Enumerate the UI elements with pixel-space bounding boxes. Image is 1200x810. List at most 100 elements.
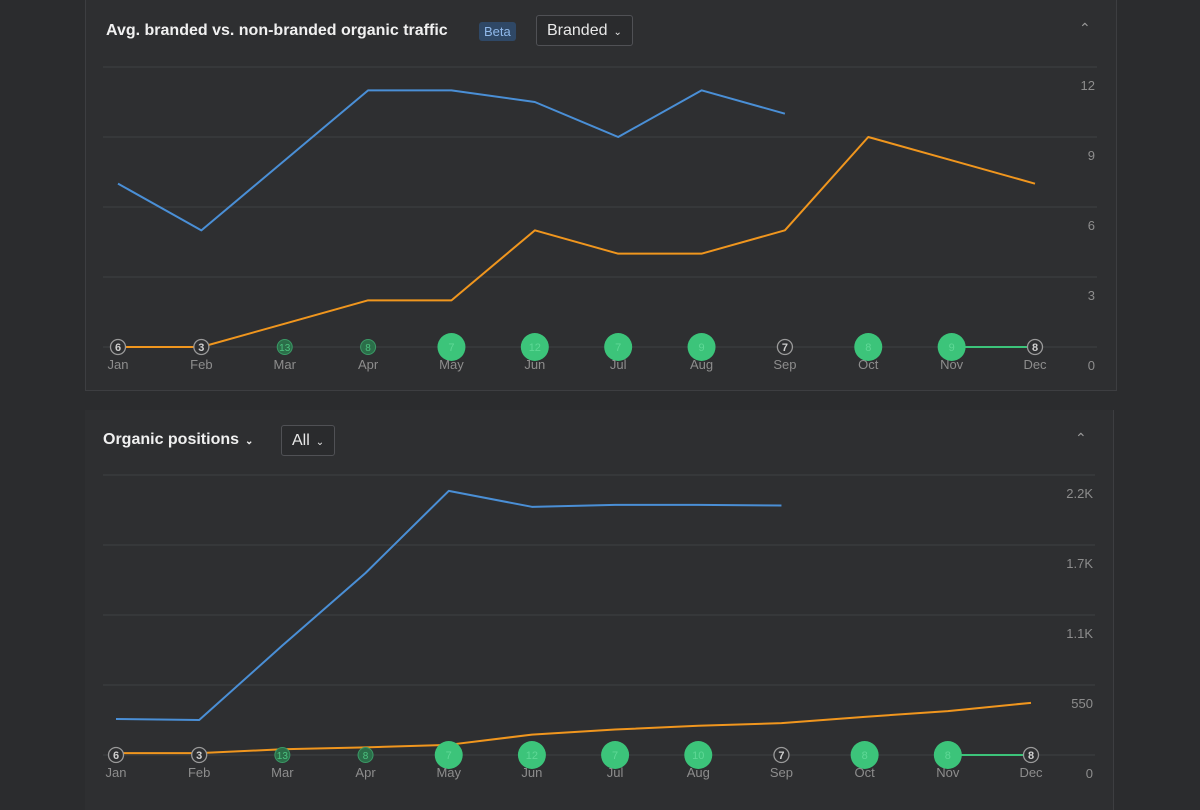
panel-title: Avg. branded vs. non-branded organic tra… [106,22,448,39]
annotation-marker [1026,338,1044,356]
annotation-count: 8 [945,750,951,762]
x-tick-label: Dec [1019,765,1043,780]
annotation-marker [107,746,125,764]
annotation-marker [434,741,463,769]
x-tick-label: Aug [687,765,710,780]
annotation-marker [850,741,879,769]
y-tick-label: 1.1K [1066,626,1093,641]
x-tick-label: Nov [936,765,960,780]
annotation-count: 10 [692,750,704,762]
series-line-top-positions [115,489,782,721]
panel-title: Organic positions [103,431,240,448]
y-tick-label: 3 [1088,288,1095,303]
x-tick-label: Jan [106,765,127,780]
y-tick-label: 2.2K [1066,486,1093,501]
x-tick-label: Nov [940,357,964,372]
annotation-count: 9 [698,342,704,354]
chevron-down-icon: ⌄ [315,437,325,448]
annotation-count: 6 [115,342,121,354]
annotation-count: 3 [198,342,204,354]
y-tick-label: 9 [1088,148,1095,163]
chevron-down-icon: ⌄ [613,27,622,38]
annotation-marker [854,333,883,361]
organic-positions-menu[interactable]: Organic positions ⌄ [103,431,253,449]
annotation-count: 7 [615,342,621,354]
annotation-marker [276,339,293,355]
annotation-count: 8 [363,751,369,762]
annotation-count: 12 [529,342,541,354]
annotation-count: 13 [279,343,291,354]
x-tick-label: Feb [188,765,210,780]
y-tick-label: 6 [1088,218,1095,233]
annotation-marker [193,338,210,356]
annotation-marker [687,333,716,361]
annotation-marker [601,741,630,769]
chevron-up-icon[interactable]: ⌃ [1079,20,1091,36]
y-tick-label: 1.7K [1066,556,1093,571]
annotation-count: 12 [526,750,538,762]
annotation-marker [684,741,713,769]
annotation-marker [773,746,790,764]
x-tick-label: May [436,765,461,780]
x-tick-label: Jan [108,357,129,372]
x-tick-label: Oct [858,357,879,372]
annotation-count: 6 [113,750,119,762]
beta-badge: Beta [479,22,516,41]
annotation-marker [517,741,546,769]
annotation-marker [357,747,374,763]
annotation-marker [933,741,962,769]
y-tick-label: 0 [1086,766,1093,781]
branded-dropdown[interactable]: Branded ⌄ [536,15,633,46]
annotation-count: 8 [1032,342,1038,354]
x-tick-label: Aug [690,357,713,372]
annotation-marker [437,333,466,361]
annotation-marker [520,333,549,361]
annotation-marker [109,338,127,356]
branded-traffic-panel: Avg. branded vs. non-branded organic tra… [85,0,1117,391]
x-tick-label: Sep [773,357,796,372]
annotation-marker [360,339,377,355]
annotation-marker [937,333,966,361]
x-tick-label: Feb [190,357,212,372]
series-line-other-positions [116,701,1032,755]
annotation-count: 13 [277,751,289,762]
y-tick-label: 0 [1088,358,1095,373]
annotation-count: 7 [782,342,788,354]
x-tick-label: Jun [524,357,545,372]
annotation-marker [274,747,291,763]
annotation-count: 7 [778,750,784,762]
series-line-non-branded [118,136,1036,348]
annotation-count: 8 [865,342,871,354]
x-tick-label: Jun [521,765,542,780]
annotation-count: 8 [1028,750,1034,762]
annotation-marker [776,338,794,356]
x-tick-label: May [439,357,464,372]
x-tick-label: Mar [271,765,294,780]
dropdown-value: All [292,432,310,449]
x-tick-label: Apr [358,357,379,372]
chevron-up-icon[interactable]: ⌃ [1075,430,1087,446]
annotation-count: 8 [862,750,868,762]
positions-filter-dropdown[interactable]: All ⌄ [281,425,336,456]
dropdown-value: Branded [547,22,608,39]
series-line-branded [117,89,786,232]
annotation-count: 8 [365,343,371,354]
x-tick-label: Jul [607,765,624,780]
y-tick-label: 12 [1081,78,1095,93]
annotation-count: 3 [196,750,202,762]
chevron-down-icon: ⌄ [245,436,254,447]
x-tick-label: Oct [855,765,876,780]
y-tick-label: 550 [1071,696,1093,711]
annotation-marker [604,333,633,361]
x-tick-label: Sep [770,765,793,780]
annotation-count: 7 [612,750,618,762]
x-tick-label: Dec [1023,357,1047,372]
annotation-marker [191,746,208,764]
x-tick-label: Apr [355,765,376,780]
annotation-count: 7 [448,342,454,354]
x-tick-label: Mar [274,357,297,372]
x-tick-label: Jul [610,357,627,372]
annotation-marker [1022,746,1040,764]
annotation-count: 9 [949,342,955,354]
